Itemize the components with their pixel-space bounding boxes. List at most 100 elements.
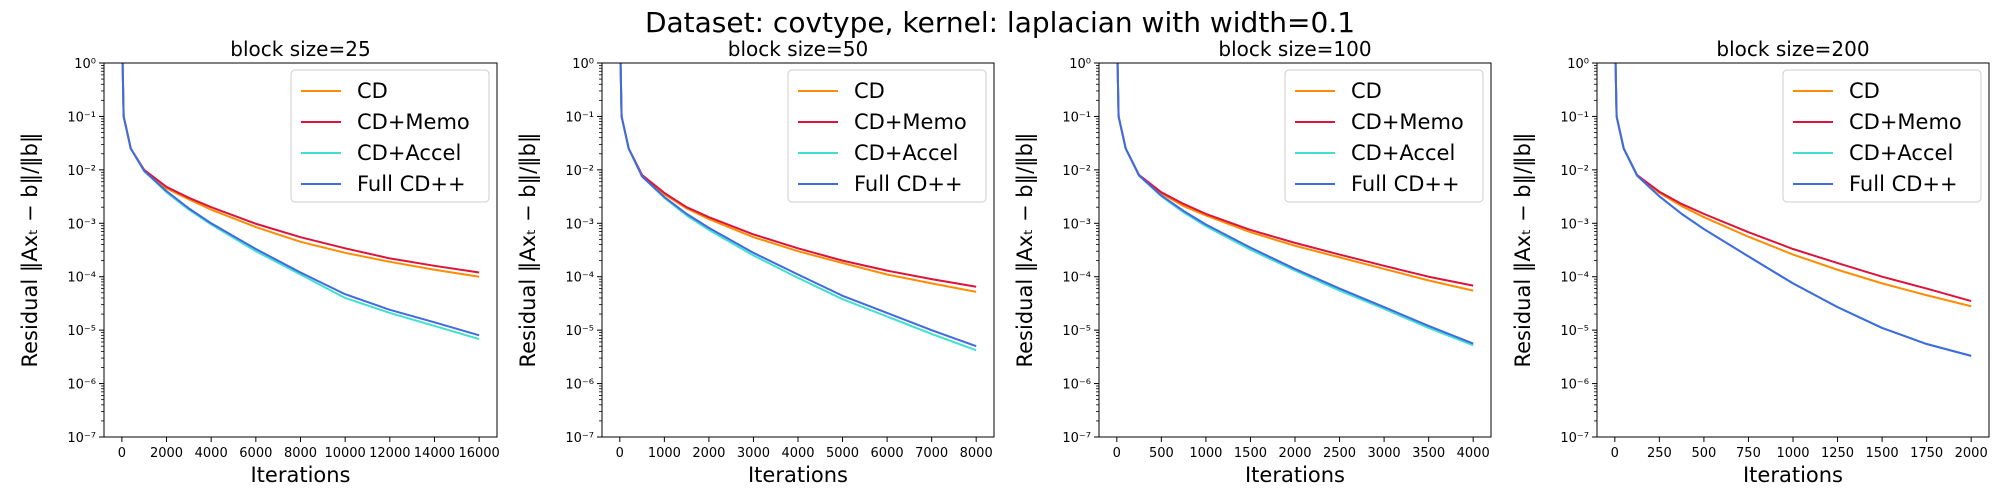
chart-panel-1: 0 2000 4000 6000 8000 10000 12000 14000 16000 10⁻… bbox=[18, 37, 500, 487]
x-tick-label: 500 bbox=[1149, 446, 1174, 461]
x-tick-label: 250 bbox=[1647, 446, 1672, 461]
x-tick-label: 750 bbox=[1736, 446, 1761, 461]
x-tick-label: 2000 bbox=[1278, 446, 1311, 461]
x-tick-label: 8000 bbox=[284, 446, 317, 461]
legend-box bbox=[1284, 69, 1484, 203]
y-tick-label: 10⁻³ bbox=[1062, 217, 1091, 232]
y-tick-label: 10⁻⁷ bbox=[1560, 431, 1589, 446]
x-tick-label: 6000 bbox=[239, 446, 272, 461]
y-tick-label: 10⁻⁷ bbox=[565, 431, 594, 446]
series-line bbox=[619, 63, 977, 348]
x-tick-label: 3000 bbox=[737, 446, 770, 461]
legend-box bbox=[787, 69, 987, 203]
y-tick-label: 10⁻⁵ bbox=[67, 324, 96, 339]
legend-label: CD+Memo bbox=[854, 110, 967, 134]
x-tick-label: 1250 bbox=[1821, 446, 1854, 461]
series-line bbox=[121, 63, 480, 337]
chart-panel-4: 0 250 500 750 1000 1250 1500 1750 2000 10⁻⁷ 10⁻⁶ 10… bbox=[1511, 37, 1990, 487]
x-tick-label: 5000 bbox=[826, 446, 859, 461]
series-group bbox=[121, 63, 480, 341]
y-tick-label: 10⁻³ bbox=[565, 217, 594, 232]
y-axis-label: Residual ‖Axₜ − b‖/‖b‖ bbox=[1511, 132, 1536, 367]
legend-label: CD+Accel bbox=[1351, 141, 1455, 165]
x-tick-label: 2500 bbox=[1323, 446, 1356, 461]
legend: CD CD+Memo CD+Accel Full CD++ bbox=[1284, 69, 1484, 203]
y-tick-label: 10⁻⁷ bbox=[1062, 431, 1091, 446]
x-tick-label: 8000 bbox=[960, 446, 993, 461]
x-tick-label: 12000 bbox=[369, 446, 410, 461]
x-tick-label: 3000 bbox=[1368, 446, 1401, 461]
legend-label: CD+Accel bbox=[357, 141, 461, 165]
y-tick-label: 10⁻¹ bbox=[1062, 110, 1091, 125]
x-tick-label: 6000 bbox=[871, 446, 904, 461]
chart-panel-3: 0 500 1000 1500 2000 2500 3000 3500 4000 10⁻⁷ 10⁻⁶… bbox=[1013, 37, 1492, 487]
y-tick-label: 10⁻² bbox=[1560, 164, 1589, 179]
chart-title: block size=25 bbox=[230, 37, 370, 61]
x-tick-label: 1000 bbox=[648, 446, 681, 461]
x-tick-label: 4000 bbox=[195, 446, 228, 461]
x-tick-label: 0 bbox=[1611, 446, 1619, 461]
y-tick-label: 10⁻² bbox=[67, 164, 96, 179]
x-tick-label: 10000 bbox=[324, 446, 365, 461]
x-tick-label: 0 bbox=[118, 446, 126, 461]
x-tick-label: 14000 bbox=[414, 446, 455, 461]
y-axis-label: Residual ‖Axₜ − b‖/‖b‖ bbox=[18, 132, 43, 367]
x-axis-label: Iterations bbox=[1245, 463, 1345, 487]
y-tick-label: 10⁻³ bbox=[67, 217, 96, 232]
y-tick-label: 10⁻³ bbox=[1560, 217, 1589, 232]
y-tick-label: 10⁻⁵ bbox=[1062, 324, 1091, 339]
y-tick-label: 10⁰ bbox=[572, 57, 594, 72]
y-tick-label: 10⁰ bbox=[74, 57, 96, 72]
legend: CD CD+Memo CD+Accel Full CD++ bbox=[1782, 69, 1982, 203]
x-tick-label: 7000 bbox=[915, 446, 948, 461]
legend-label: CD bbox=[1849, 79, 1880, 103]
legend-label: CD+Memo bbox=[357, 110, 470, 134]
chart-title: block size=100 bbox=[1218, 37, 1371, 61]
legend-label: CD bbox=[854, 79, 885, 103]
y-tick-label: 10⁰ bbox=[1069, 57, 1091, 72]
x-tick-label: 4000 bbox=[1457, 446, 1490, 461]
legend-label: CD+Memo bbox=[1351, 110, 1464, 134]
y-tick-label: 10⁻⁵ bbox=[565, 324, 594, 339]
y-tick-label: 10⁻⁴ bbox=[1062, 271, 1091, 286]
y-tick-label: 10⁻⁴ bbox=[67, 271, 96, 286]
y-tick-label: 10⁻⁴ bbox=[565, 271, 594, 286]
y-tick-label: 10⁻⁴ bbox=[1560, 271, 1589, 286]
y-tick-label: 10⁻⁷ bbox=[67, 431, 96, 446]
x-tick-label: 3500 bbox=[1412, 446, 1445, 461]
legend: CD CD+Memo CD+Accel Full CD++ bbox=[787, 69, 987, 203]
x-axis-label: Iterations bbox=[1743, 463, 1843, 487]
y-tick-label: 10⁻¹ bbox=[1560, 110, 1589, 125]
x-tick-label: 500 bbox=[1691, 446, 1716, 461]
y-tick-label: 10⁻⁶ bbox=[565, 378, 594, 393]
y-tick-label: 10⁻¹ bbox=[67, 110, 96, 125]
series-line bbox=[1116, 63, 1474, 345]
legend-label: Full CD++ bbox=[1849, 172, 1958, 196]
y-axis-label: Residual ‖Axₜ − b‖/‖b‖ bbox=[1013, 132, 1038, 367]
x-tick-label: 1500 bbox=[1234, 446, 1267, 461]
legend-box bbox=[290, 69, 490, 203]
y-axis-label: Residual ‖Axₜ − b‖/‖b‖ bbox=[516, 132, 541, 367]
series-group bbox=[1614, 63, 1972, 357]
x-tick-label: 2000 bbox=[692, 446, 725, 461]
y-tick-label: 10⁻¹ bbox=[565, 110, 594, 125]
x-tick-label: 0 bbox=[1113, 446, 1121, 461]
y-tick-label: 10⁻⁶ bbox=[67, 378, 96, 393]
x-tick-label: 1000 bbox=[1189, 446, 1222, 461]
y-tick-label: 10⁻⁶ bbox=[1560, 378, 1589, 393]
legend: CD CD+Memo CD+Accel Full CD++ bbox=[290, 69, 490, 203]
legend-label: Full CD++ bbox=[854, 172, 963, 196]
legend-label: Full CD++ bbox=[357, 172, 466, 196]
y-tick-label: 10⁰ bbox=[1567, 57, 1589, 72]
y-tick-label: 10⁻² bbox=[565, 164, 594, 179]
y-tick-label: 10⁻² bbox=[1062, 164, 1091, 179]
x-tick-label: 1000 bbox=[1776, 446, 1809, 461]
series-group bbox=[1116, 63, 1474, 347]
chart-panel-2: 0 1000 2000 3000 4000 5000 6000 7000 8000 10⁻⁷ 10⁻… bbox=[516, 37, 995, 487]
legend-label: Full CD++ bbox=[1351, 172, 1460, 196]
y-tick-label: 10⁻⁵ bbox=[1560, 324, 1589, 339]
x-tick-label: 0 bbox=[616, 446, 624, 461]
x-tick-label: 4000 bbox=[781, 446, 814, 461]
